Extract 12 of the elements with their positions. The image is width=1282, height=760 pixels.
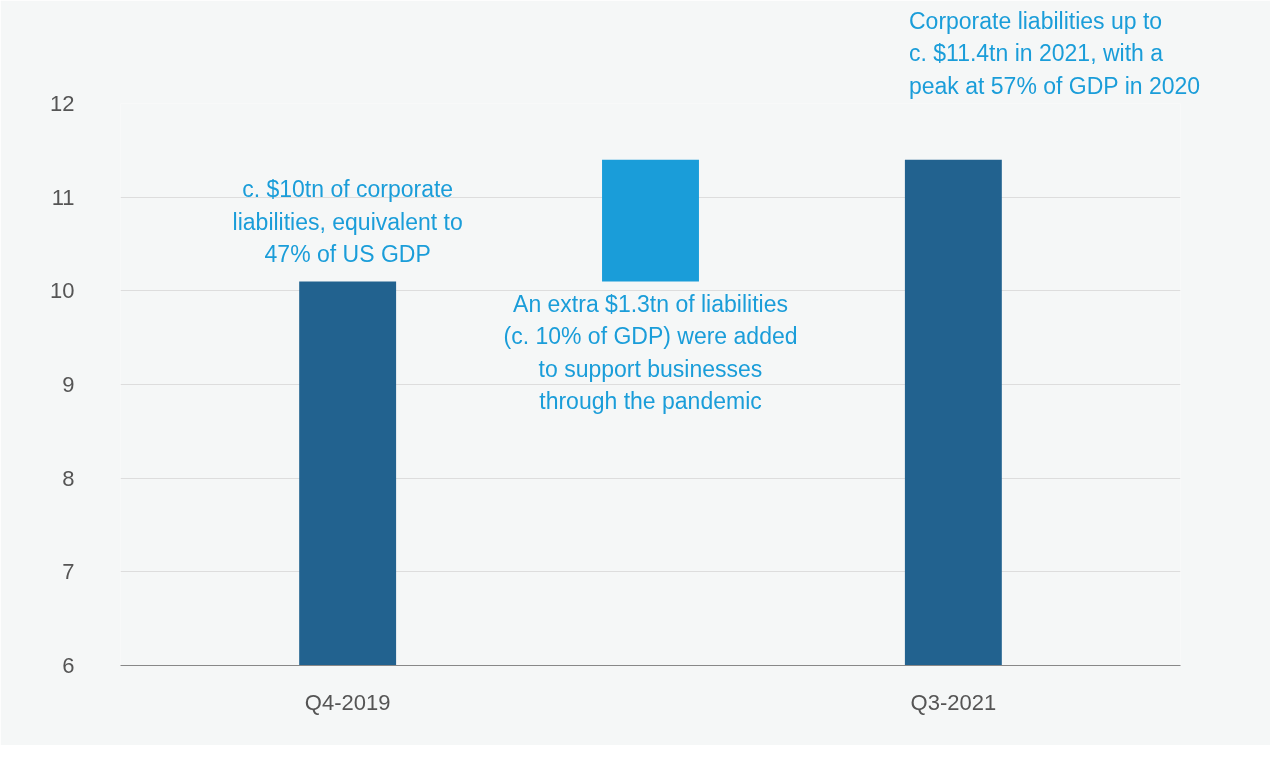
annotation: c. $10tn of corporate liabilities, equivalent to 47% of US GDP bbox=[232, 176, 463, 268]
y-tick-label: 8 bbox=[62, 465, 75, 491]
x-tick-label: Q3-2021 bbox=[910, 689, 997, 715]
annotation: An extra $1.3tn of liabilities (c. 10% of GDP) were added to support businesses through the pandemic bbox=[503, 290, 798, 415]
y-tick-label: 11 bbox=[51, 184, 75, 210]
x-tick-label: Q4-2019 bbox=[304, 689, 391, 715]
y-tick-label: 9 bbox=[62, 372, 75, 397]
y-tick-label: 7 bbox=[62, 559, 75, 585]
text: Corporate liabilities up to c. $11.4tn in 2021, with a peak at 57% of GDP in 2020 bbox=[908, 7, 1201, 99]
y-tick-label: 6 bbox=[62, 653, 75, 678]
y-tick-label: 10 bbox=[50, 278, 75, 304]
y-tick-label: 12 bbox=[50, 91, 75, 116]
